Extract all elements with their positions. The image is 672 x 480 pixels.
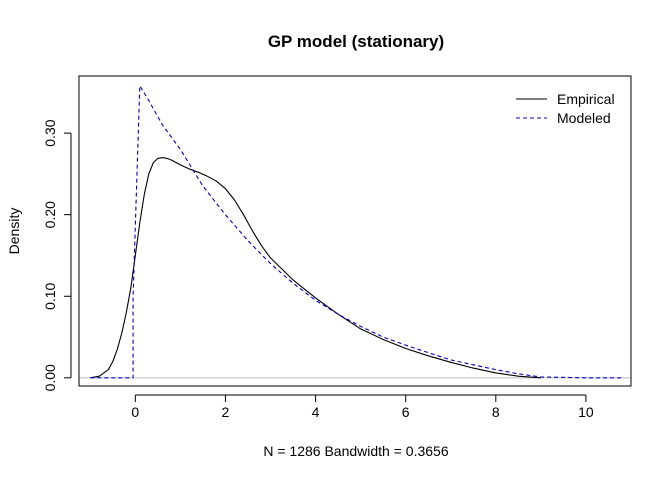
legend: Empirical Modeled bbox=[516, 91, 615, 126]
series-line-empirical bbox=[90, 157, 541, 379]
series-layer bbox=[90, 85, 622, 379]
x-tick-label: 6 bbox=[402, 404, 410, 420]
y-axis-label: Density bbox=[6, 208, 22, 255]
y-tick-label: 0.00 bbox=[42, 364, 58, 391]
series-line-modeled bbox=[90, 85, 622, 379]
y-tick-label: 0.10 bbox=[42, 282, 58, 309]
x-axis: 0 2 4 6 8 10 bbox=[131, 394, 594, 420]
x-axis-label: N = 1286 Bandwidth = 0.3656 bbox=[263, 443, 448, 459]
x-tick-label: 8 bbox=[492, 404, 500, 420]
y-tick-label: 0.30 bbox=[42, 119, 58, 146]
y-tick-label: 0.20 bbox=[42, 201, 58, 228]
chart-title: GP model (stationary) bbox=[268, 32, 444, 51]
x-tick-label: 2 bbox=[222, 404, 230, 420]
plot-frame bbox=[78, 75, 632, 387]
y-axis: 0.00 0.10 0.20 0.30 bbox=[42, 119, 72, 391]
x-tick-label: 4 bbox=[312, 404, 320, 420]
legend-label-modeled: Modeled bbox=[557, 110, 611, 126]
legend-label-empirical: Empirical bbox=[557, 91, 615, 107]
x-tick-label: 10 bbox=[578, 404, 594, 420]
x-tick-label: 0 bbox=[131, 404, 139, 420]
